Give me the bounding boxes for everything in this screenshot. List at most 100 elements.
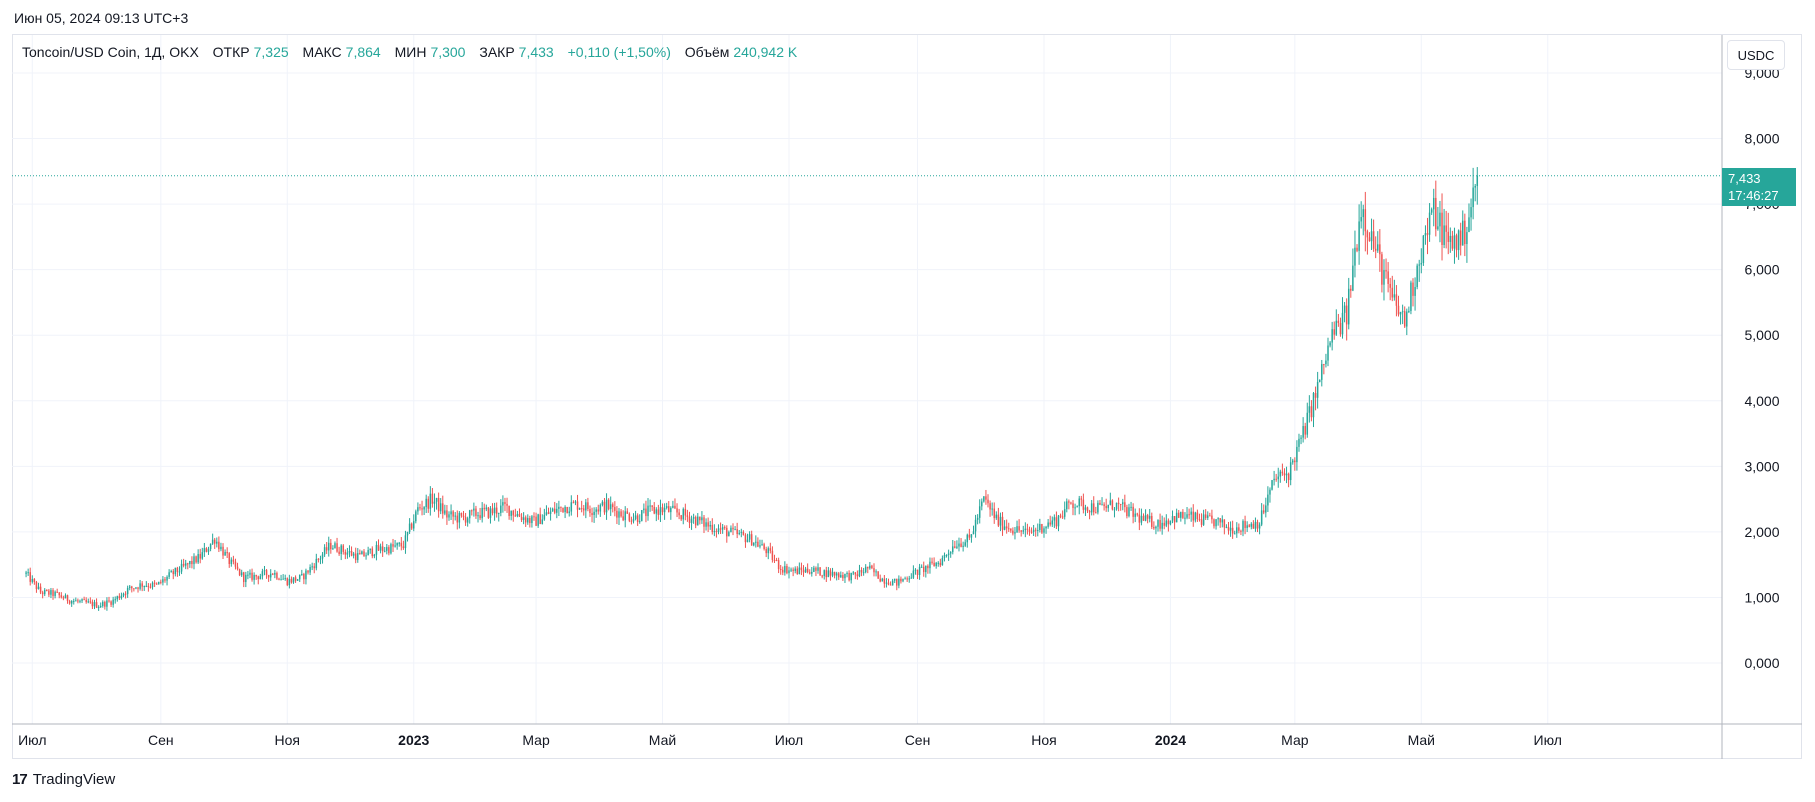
candle-body: [423, 507, 425, 510]
candle-body: [118, 596, 121, 599]
candle-body: [742, 531, 745, 535]
candle-body: [564, 506, 566, 513]
candle-body: [558, 506, 560, 509]
candle-body: [688, 516, 691, 523]
candle-body: [786, 566, 788, 574]
candle-body: [182, 563, 185, 566]
candle-body: [1028, 529, 1031, 532]
candle-body: [315, 558, 318, 569]
candle-body: [73, 600, 75, 602]
candle-body: [732, 527, 734, 530]
candle-body: [1289, 462, 1292, 481]
candle-body: [811, 571, 813, 574]
candle-body: [361, 551, 363, 555]
candle-body: [1078, 498, 1080, 507]
candle-body: [920, 566, 923, 568]
candle-body: [1072, 503, 1074, 508]
candle-body: [854, 572, 857, 575]
candle-body: [1256, 521, 1259, 529]
candle-body: [703, 517, 705, 527]
candle-body: [721, 527, 724, 530]
candle-body: [1430, 209, 1433, 213]
candle-body: [767, 548, 770, 554]
candle-body: [1221, 519, 1224, 523]
candle-body: [1171, 516, 1174, 521]
candle-body: [738, 532, 740, 534]
symbol-title[interactable]: Toncoin/USD Coin, 1Д, OKX: [22, 44, 199, 60]
candle-body: [439, 503, 442, 512]
candle-body: [500, 505, 502, 513]
tradingview-logo[interactable]: 17 TradingView: [12, 771, 115, 788]
candle-body: [771, 550, 774, 560]
candle-body: [1103, 504, 1105, 507]
candle-body: [1146, 515, 1149, 519]
candle-body: [1279, 471, 1282, 477]
candle-body: [390, 544, 392, 554]
candle-body: [1126, 507, 1128, 517]
candle-body: [823, 570, 825, 576]
candle-body: [187, 563, 189, 565]
candle-body: [543, 514, 546, 520]
currency-button[interactable]: USDC: [1727, 40, 1785, 70]
candle-body: [1352, 265, 1354, 291]
change-value: +0,110 (+1,50%): [567, 44, 671, 60]
x-tick-label: 2023: [398, 732, 429, 748]
chart-frame[interactable]: [12, 34, 1802, 759]
candle-body: [1039, 523, 1041, 531]
candle-body: [97, 607, 100, 609]
candle-body: [151, 582, 154, 588]
candle-body: [406, 531, 409, 536]
candle-body: [885, 582, 888, 584]
candle-body: [1283, 473, 1286, 476]
candle-body: [1364, 209, 1367, 232]
candle-body: [344, 551, 347, 555]
x-tick-label: Июл: [1534, 732, 1562, 748]
y-tick-label: 0,000: [1744, 655, 1779, 671]
candle-body: [821, 575, 823, 577]
candle-body: [1014, 532, 1016, 534]
candle-body: [29, 572, 31, 582]
candle-body: [952, 546, 954, 553]
candle-body: [891, 580, 894, 586]
open-label: ОТКР: [212, 44, 250, 60]
candle-body: [1018, 526, 1020, 531]
candle-body: [976, 517, 979, 520]
candle-body: [518, 513, 521, 517]
candle-body: [707, 522, 709, 527]
candle-body: [332, 548, 334, 550]
close-value: 7,433: [518, 44, 554, 60]
candle-body: [394, 545, 396, 547]
candle-body: [1092, 503, 1095, 513]
price-chart[interactable]: 0,0001,0002,0003,0004,0005,0006,0007,000…: [0, 0, 1815, 770]
candle-body: [425, 498, 427, 508]
candle-body: [1345, 305, 1348, 325]
candle-body: [1066, 501, 1068, 510]
candle-body: [846, 572, 848, 575]
candle-body: [209, 543, 212, 550]
candle-body: [802, 570, 805, 573]
candle-body: [539, 514, 541, 525]
candle-body: [1366, 231, 1369, 238]
candle-body: [205, 548, 208, 552]
candle-body: [1383, 270, 1385, 285]
candle-body: [1059, 515, 1062, 517]
candle-body: [166, 576, 168, 581]
candle-body: [1350, 288, 1352, 291]
candle-body: [1321, 364, 1323, 380]
candle-body: [66, 595, 69, 601]
candle-body: [1406, 311, 1408, 327]
candle-body: [487, 507, 490, 518]
candle-body: [927, 565, 929, 569]
candle-body: [174, 567, 177, 575]
candle-body: [1132, 506, 1134, 517]
candle-body: [91, 601, 94, 607]
candle-body: [968, 534, 971, 538]
candle-body: [618, 511, 620, 518]
candle-body: [1198, 519, 1201, 521]
candle-body: [282, 578, 284, 580]
candle-body: [999, 516, 1002, 526]
candle-body: [676, 508, 678, 513]
candle-body: [147, 585, 150, 587]
candle-body: [694, 517, 697, 526]
candle-body: [199, 554, 201, 559]
